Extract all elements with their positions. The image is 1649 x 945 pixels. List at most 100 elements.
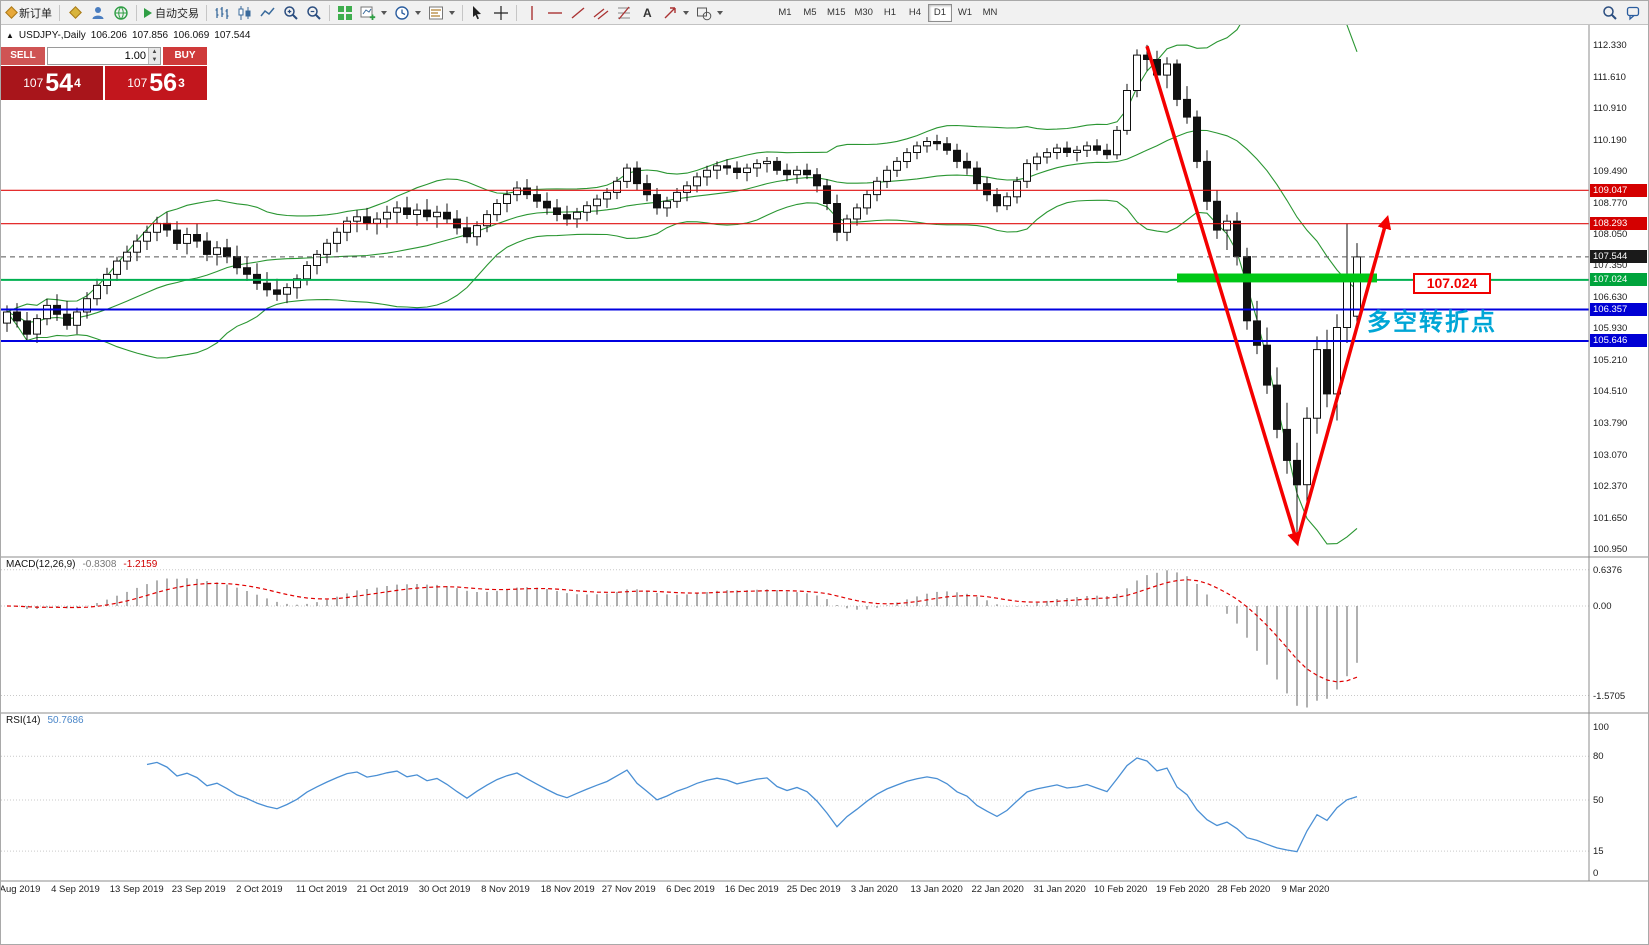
bar-chart-button[interactable] — [211, 3, 233, 23]
close-value: 107.544 — [214, 30, 251, 41]
search-button[interactable] — [1599, 3, 1621, 23]
cursor-icon — [473, 5, 481, 19]
toolbar-separator — [516, 4, 517, 21]
chart-canvas[interactable] — [1, 25, 1649, 945]
price-level-tag: 107.544 — [1590, 250, 1647, 263]
templates-button[interactable] — [425, 3, 458, 23]
dropdown-caret-icon — [381, 10, 387, 15]
macd-name: MACD(12,26,9) — [6, 559, 76, 570]
sell-price-prefix: 107 — [23, 76, 44, 90]
sell-button[interactable]: SELL — [1, 46, 45, 65]
fibonacci-button[interactable] — [613, 3, 635, 23]
zoom-in-button[interactable] — [280, 3, 302, 23]
shapes-icon — [697, 7, 712, 20]
symbol-name: USDJPY-,Daily — [18, 30, 86, 41]
new-order-button[interactable]: 新订单 — [4, 3, 55, 23]
volume-input[interactable] — [48, 48, 148, 63]
candlestick-chart-icon — [238, 5, 251, 20]
profile-button[interactable] — [87, 3, 109, 23]
rsi-label-bar: RSI(14) 50.7686 — [6, 715, 84, 726]
channel-icon — [593, 7, 609, 20]
rsi-axis-label: 15 — [1593, 846, 1604, 857]
vertical-line-button[interactable] — [521, 3, 543, 23]
search-icon — [1603, 5, 1617, 20]
turning-point-label: 多空转折点 — [1367, 309, 1497, 336]
macd-axis-label: 0.00 — [1593, 601, 1612, 612]
mql5-icon — [68, 6, 82, 19]
tile-windows-icon — [338, 5, 352, 20]
chart-window[interactable]: ▲ USDJPY-,Daily 106.206 107.856 106.069 … — [1, 25, 1649, 945]
zoom-in-icon — [284, 5, 298, 20]
price-level-tag: 107.024 — [1590, 273, 1647, 286]
text-label-button[interactable]: A — [636, 3, 658, 23]
toolbar-separator — [136, 4, 137, 21]
volume-control: ▲ ▼ — [47, 46, 161, 65]
dropdown-caret-icon — [717, 10, 723, 15]
price-axis-label: 103.070 — [1593, 450, 1628, 461]
shapes-button[interactable] — [693, 3, 726, 23]
sell-price-box[interactable]: 107 54 4 — [1, 66, 103, 100]
timeframe-button-m1[interactable]: M1 — [773, 4, 797, 22]
high-value: 107.856 — [131, 30, 169, 41]
timeframe-button-mn[interactable]: MN — [978, 4, 1002, 22]
tile-windows-button[interactable] — [334, 3, 356, 23]
volume-up-icon[interactable]: ▲ — [149, 47, 160, 56]
date-axis-label: 13 Sep 2019 — [109, 884, 164, 895]
date-axis-label: 10 Feb 2020 — [1093, 884, 1148, 895]
zoom-out-button[interactable] — [303, 3, 325, 23]
timeframe-button-w1[interactable]: W1 — [953, 4, 977, 22]
price-axis-label: 112.330 — [1593, 40, 1627, 51]
date-axis-label: 30 Oct 2019 — [418, 884, 471, 895]
chat-button[interactable] — [1623, 3, 1645, 23]
horizontal-line-button[interactable] — [544, 3, 566, 23]
timeframe-button-d1[interactable]: D1 — [927, 3, 952, 22]
price-axis[interactable]: 112.330 111.610 110.910 110.190 109.490 108.7… — [1589, 25, 1648, 881]
periodicity-button[interactable] — [391, 3, 424, 23]
toolbar-separator — [329, 4, 330, 21]
price-axis-label: 104.510 — [1593, 386, 1628, 397]
new-chart-button[interactable] — [357, 3, 390, 23]
timeframe-button-h1[interactable]: H1 — [878, 4, 902, 22]
profile-icon — [92, 6, 104, 19]
new-order-label: 新订单 — [19, 7, 52, 20]
cursor-button[interactable] — [467, 3, 489, 23]
price-level-tag: 109.047 — [1590, 184, 1647, 197]
autotrading-label: 自动交易 — [155, 7, 199, 20]
volume-down-icon[interactable]: ▼ — [149, 55, 160, 64]
main-toolbar: 新订单 自动交易 A M1 M5 M15 M30 H1 H4 D1 W1 — [1, 1, 1648, 25]
buy-price-big: 56 — [149, 68, 178, 97]
market-watch-button[interactable] — [110, 3, 132, 23]
trendline-icon — [571, 6, 585, 19]
text-icon: A — [643, 6, 652, 20]
crosshair-button[interactable] — [490, 3, 512, 23]
autotrading-button[interactable]: 自动交易 — [141, 3, 202, 23]
timeframe-button-h4[interactable]: H4 — [903, 4, 927, 22]
price-axis-label: 108.770 — [1593, 198, 1628, 209]
arrow-tool-button[interactable] — [659, 3, 692, 23]
rsi-axis-label: 100 — [1593, 722, 1609, 733]
candlestick-chart-button[interactable] — [234, 3, 256, 23]
buy-button[interactable]: BUY — [163, 46, 207, 65]
date-axis-label: 25 Dec 2019 — [786, 884, 841, 895]
buy-price-box[interactable]: 107 56 3 — [105, 66, 207, 100]
trendline-button[interactable] — [567, 3, 589, 23]
price-axis-label: 107.350 — [1593, 260, 1628, 271]
timeframe-button-m5[interactable]: M5 — [798, 4, 822, 22]
price-axis-label: 102.370 — [1593, 481, 1628, 492]
price-axis-label: 103.790 — [1593, 418, 1628, 429]
timeframe-button-m30[interactable]: M30 — [850, 4, 876, 22]
volume-spinner: ▲ ▼ — [148, 47, 160, 64]
price-level-tag: 106.357 — [1590, 303, 1647, 316]
chart-shift-icon: ▲ — [6, 31, 14, 40]
dropdown-caret-icon — [683, 10, 689, 15]
timeframe-button-m15[interactable]: M15 — [823, 4, 849, 22]
buy-price-prefix: 107 — [127, 76, 148, 90]
line-chart-button[interactable] — [257, 3, 279, 23]
vertical-line-icon — [531, 5, 533, 20]
date-axis-label: 21 Oct 2019 — [356, 884, 409, 895]
mql5-community-button[interactable] — [64, 3, 86, 23]
channel-button[interactable] — [590, 3, 612, 23]
date-axis-label: 22 Jan 2020 — [971, 884, 1024, 895]
date-axis-label: 2 Oct 2019 — [236, 884, 283, 895]
date-axis[interactable]: 26 Aug 2019 4 Sep 2019 13 Sep 2019 23 Sep 2… — [1, 881, 1589, 903]
